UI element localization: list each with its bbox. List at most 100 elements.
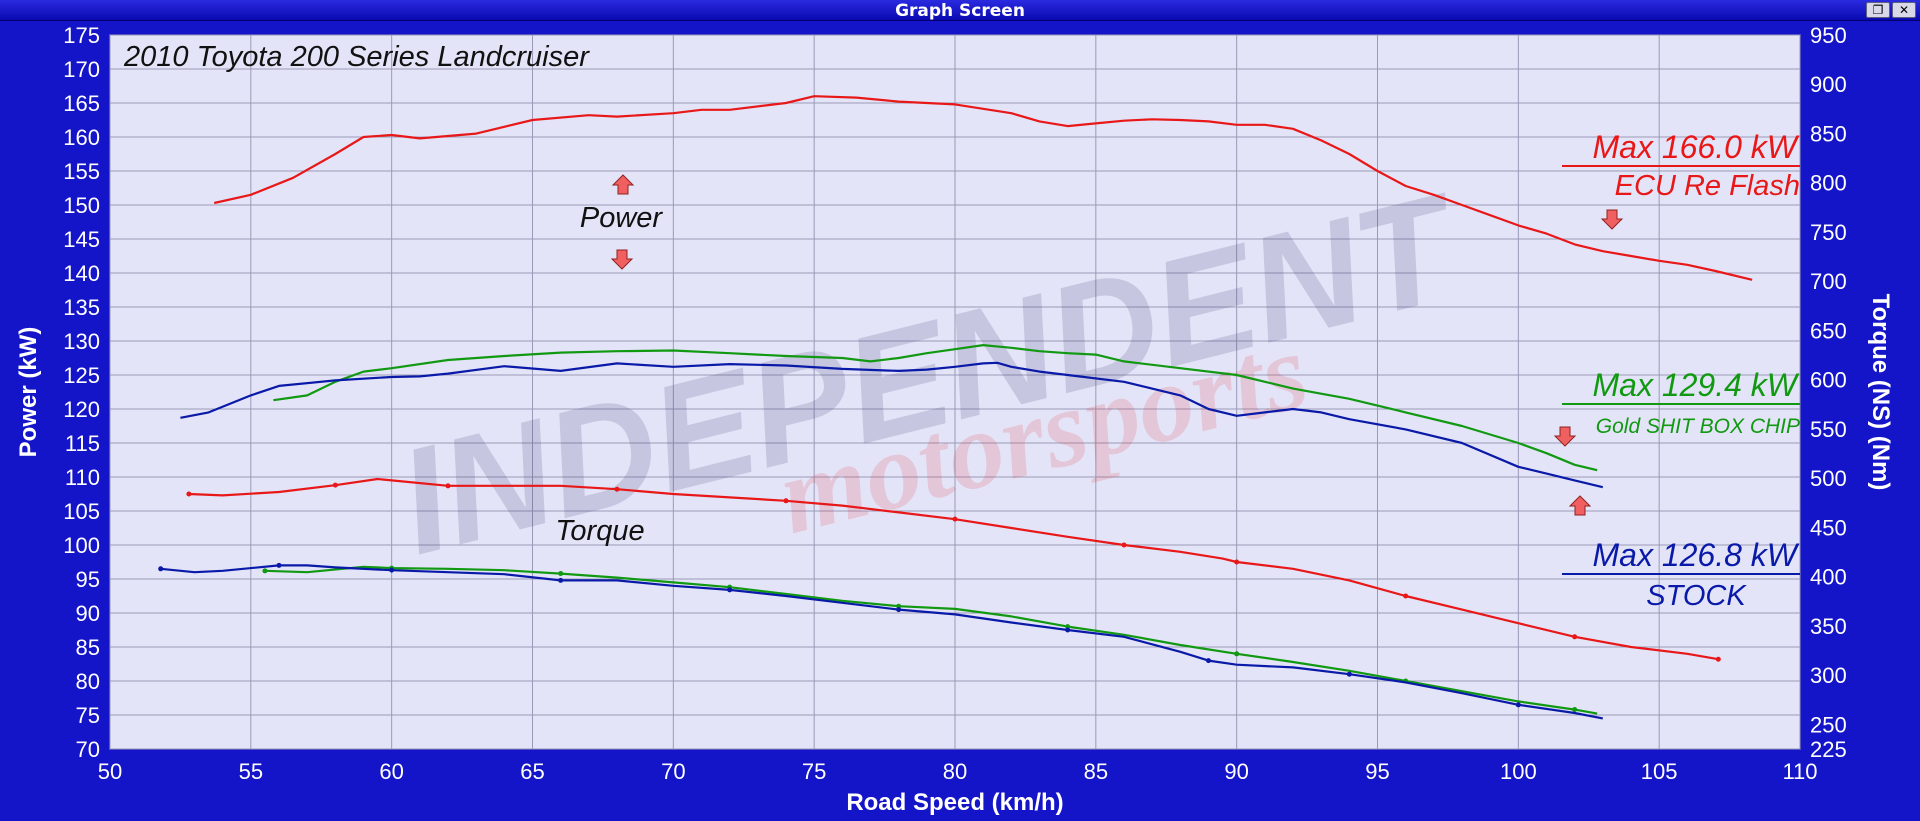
y-right-tick-label: 600 — [1810, 368, 1847, 393]
series-line-torque-5 — [160, 564, 1604, 720]
x-tick-label: 70 — [661, 759, 685, 784]
series-point — [389, 567, 395, 573]
x-tick-label: 85 — [1084, 759, 1108, 784]
series-line-power-1 — [273, 344, 1598, 472]
y-right-tick-label: 550 — [1810, 417, 1847, 442]
series-point — [262, 568, 268, 574]
power-label: Power — [580, 202, 664, 234]
y-left-tick-label: 145 — [63, 227, 100, 252]
stock-max-label: Max 126.8 kW — [1592, 537, 1799, 573]
series-point — [1065, 627, 1071, 633]
y-right-tick-label: 225 — [1810, 737, 1847, 762]
series-point — [1121, 542, 1127, 548]
y-left-tick-label: 140 — [63, 261, 100, 286]
x-tick-label: 110 — [1782, 759, 1817, 784]
y-left-tick-label: 90 — [76, 601, 100, 626]
series-point — [952, 516, 958, 522]
chip-max-label: Max 129.4 kW — [1592, 367, 1799, 403]
y-left-tick-label: 110 — [65, 465, 100, 490]
x-tick-label: 55 — [239, 759, 263, 784]
y-left-tick-label: 80 — [76, 669, 100, 694]
y-left-tick-label: 70 — [76, 737, 100, 762]
y-left-tick-label: 120 — [63, 397, 100, 422]
window-title: Graph Screen — [895, 1, 1025, 21]
power-up-arrow — [611, 174, 635, 195]
x-tick-label: 90 — [1224, 759, 1248, 784]
window-title-bar: Graph Screen ❐ ✕ — [0, 0, 1920, 21]
stock-arrow — [1568, 495, 1592, 516]
y-right-tick-label: 250 — [1810, 712, 1847, 737]
series-point — [1403, 593, 1409, 599]
stock-name-label: STOCK — [1646, 580, 1747, 612]
y-right-tick-label: 650 — [1810, 318, 1847, 343]
close-button[interactable]: ✕ — [1892, 2, 1916, 18]
y-right-tick-label: 500 — [1810, 466, 1847, 491]
series-point — [186, 491, 192, 497]
y-right-tick-label: 700 — [1810, 269, 1847, 294]
x-tick-label: 60 — [379, 759, 403, 784]
y-right-tick-label: 300 — [1810, 663, 1847, 688]
y-left-tick-label: 85 — [76, 635, 100, 660]
series-point — [896, 607, 902, 613]
x-tick-label: 95 — [1365, 759, 1389, 784]
y-left-tick-label: 175 — [63, 23, 100, 48]
y-right-tick-label: 350 — [1810, 614, 1847, 639]
chip-name-label: Gold SHIT BOX CHIP — [1596, 415, 1800, 438]
x-tick-label: 65 — [520, 759, 544, 784]
series-point — [727, 587, 733, 593]
chip-arrow — [1553, 426, 1577, 447]
series-point — [558, 571, 564, 577]
y-left-tick-label: 155 — [63, 159, 100, 184]
ecu-max-label: Max 166.0 kW — [1592, 129, 1799, 165]
y-right-tick-label: 400 — [1810, 565, 1847, 590]
series-point — [445, 483, 451, 489]
series-point — [783, 498, 789, 504]
series-point — [1206, 658, 1211, 664]
x-tick-label: 105 — [1641, 759, 1678, 784]
grid — [109, 34, 1801, 750]
x-tick-label: 80 — [943, 759, 967, 784]
x-tick-label: 75 — [802, 759, 826, 784]
series-point — [614, 486, 620, 492]
torque-label: Torque — [555, 515, 644, 547]
series-point — [276, 562, 282, 568]
y-left-tick-label: 105 — [63, 499, 100, 524]
series-point — [1572, 634, 1578, 640]
y-axis-left-title: Power (kW) — [15, 327, 42, 458]
ecu-arrow — [1600, 209, 1624, 230]
x-tick-label: 100 — [1500, 759, 1537, 784]
y-right-tick-label: 900 — [1810, 72, 1847, 97]
y-axis-right-title: Torque (NS) (Nm) — [1867, 294, 1894, 491]
x-axis-title: Road Speed (km/h) — [846, 789, 1063, 816]
restore-button[interactable]: ❐ — [1866, 2, 1890, 18]
y-right-tick-label: 750 — [1810, 220, 1847, 245]
x-tick-label: 50 — [98, 759, 122, 784]
y-left-tick-label: 75 — [76, 703, 100, 728]
series-point — [1234, 559, 1240, 565]
y-right-tick-label: 850 — [1810, 121, 1847, 146]
series-point — [1515, 702, 1521, 708]
y-left-tick-label: 95 — [76, 567, 100, 592]
y-right-tick-label: 800 — [1810, 171, 1847, 196]
power-down-arrow — [610, 249, 634, 270]
series-point — [558, 577, 564, 583]
y-left-tick-label: 170 — [63, 57, 100, 82]
series-point — [1715, 656, 1721, 662]
y-right-tick-label: 950 — [1810, 23, 1847, 48]
y-right-tick-label: 450 — [1810, 515, 1847, 540]
y-left-tick-label: 125 — [63, 363, 100, 388]
y-left-tick-label: 135 — [63, 295, 100, 320]
series-line-torque-4 — [264, 565, 1598, 715]
y-left-tick-label: 165 — [63, 91, 100, 116]
y-left-tick-label: 160 — [63, 125, 100, 150]
ecu-name-label: ECU Re Flash — [1615, 170, 1800, 202]
series-point — [1572, 707, 1578, 713]
y-left-tick-label: 130 — [63, 329, 100, 354]
series-line-power-0 — [213, 95, 1753, 281]
series-line-power-2 — [180, 361, 1604, 489]
series-point — [332, 482, 338, 488]
y-left-tick-label: 100 — [63, 533, 100, 558]
series-point — [158, 566, 164, 572]
chart-title: 2010 Toyota 200 Series Landcruiser — [123, 41, 590, 73]
